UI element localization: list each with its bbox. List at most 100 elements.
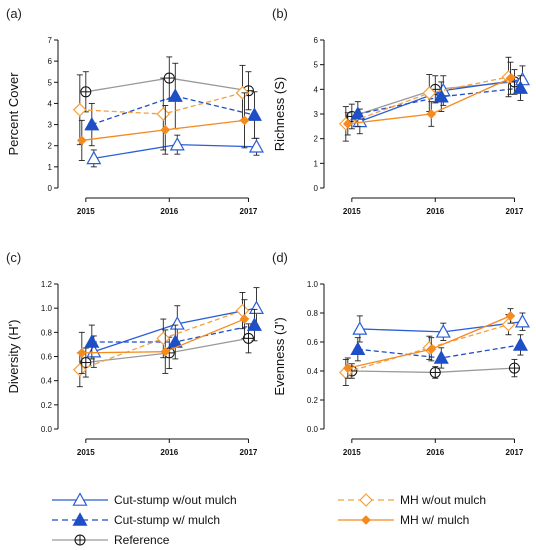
y-tick-label: 1 <box>48 163 53 172</box>
panel-label: (d) <box>272 250 288 265</box>
data-point <box>156 331 171 346</box>
legend-label: Reference <box>114 533 170 547</box>
legend-item-cs_with: Cut-stump w/ mulch <box>52 512 220 527</box>
data-point <box>512 80 528 94</box>
data-point <box>514 313 530 328</box>
legend-label: MH w/out mulch <box>400 493 486 507</box>
series-mh_with <box>342 308 516 379</box>
y-axis-label: Diversity (H') <box>6 320 21 394</box>
y-tick-label: 0.4 <box>41 377 53 386</box>
y-tick-label: 0.6 <box>307 338 319 347</box>
x-tick-label: 2016 <box>160 448 178 457</box>
panel-label: (c) <box>6 250 21 265</box>
y-tick-label: 3 <box>48 121 53 130</box>
x-tick-label: 2016 <box>426 207 444 216</box>
legend-marker <box>72 512 88 526</box>
y-tick-label: 4 <box>314 85 319 94</box>
y-tick-label: 2 <box>48 142 53 151</box>
data-point <box>350 341 366 356</box>
y-tick-label: 4 <box>48 99 53 108</box>
data-point <box>84 116 100 131</box>
y-tick-label: 0.4 <box>307 367 319 376</box>
y-tick-label: 7 <box>48 36 53 45</box>
y-axis-label: Evenness (J') <box>272 317 287 395</box>
data-point <box>435 324 451 338</box>
legend: Cut-stump w/out mulch Cut-stump w/ mulch R… <box>52 492 486 547</box>
series-mh_out <box>72 292 250 388</box>
data-point <box>72 102 87 117</box>
legend-item-cs_out: Cut-stump w/out mulch <box>52 492 237 507</box>
y-tick-label: 6 <box>48 57 53 66</box>
legend-label: MH w/ mulch <box>400 513 469 527</box>
legend-item-ref: Reference <box>52 533 170 547</box>
series-cs_with <box>350 75 528 127</box>
y-tick-label: 1.0 <box>41 304 53 313</box>
data-point <box>246 317 262 331</box>
y-axis-label: Richness (S) <box>272 77 287 151</box>
series-cs_out <box>352 312 530 343</box>
x-tick-label: 2017 <box>240 448 258 457</box>
data-point <box>72 362 87 377</box>
data-point <box>248 139 264 153</box>
series-line <box>345 76 509 125</box>
data-point <box>429 366 441 378</box>
series-ref <box>346 69 520 130</box>
series-ref <box>80 56 254 113</box>
y-tick-label: 0 <box>314 184 319 193</box>
y-axis-label: Percent Cover <box>6 72 21 156</box>
data-point <box>86 343 102 358</box>
y-tick-label: 0.0 <box>41 425 53 434</box>
panel-4: (d) 0.0 0.2 0.4 0.6 0.8 1.0 Evenness (J') 2015 20… <box>272 250 530 457</box>
data-point <box>422 86 437 100</box>
y-tick-label: 1.0 <box>307 280 319 289</box>
data-point <box>505 311 516 321</box>
y-tick-label: 6 <box>314 36 319 45</box>
x-tick-label: 2015 <box>343 448 361 457</box>
series-cs_out <box>86 134 264 168</box>
data-point <box>169 316 185 330</box>
y-tick-label: 0.8 <box>41 328 53 337</box>
legend-marker <box>72 492 88 506</box>
panel-label: (a) <box>6 6 22 21</box>
data-point <box>163 72 175 84</box>
panel-2: (b) 0 1 2 3 4 5 6 Richness (S) 2015 2016 2017 <box>272 6 530 216</box>
y-tick-label: 3 <box>314 110 319 119</box>
panel-label: (b) <box>272 6 288 21</box>
data-point <box>80 357 92 369</box>
legend-marker <box>361 515 371 525</box>
y-tick-label: 0 <box>48 184 53 193</box>
x-tick-label: 2017 <box>506 448 524 457</box>
series-ref <box>346 358 520 379</box>
legend-label: Cut-stump w/out mulch <box>114 493 237 507</box>
x-tick-label: 2016 <box>426 448 444 457</box>
y-tick-label: 5 <box>314 61 319 70</box>
y-tick-label: 5 <box>48 78 53 87</box>
x-tick-label: 2015 <box>343 207 361 216</box>
data-point <box>239 314 250 324</box>
y-tick-label: 0.6 <box>41 353 53 362</box>
data-point <box>235 303 250 318</box>
data-point <box>76 348 87 358</box>
legend-label: Cut-stump w/ mulch <box>114 513 220 527</box>
x-tick-label: 2015 <box>77 448 95 457</box>
series-mh_with <box>76 299 250 374</box>
data-point <box>76 135 87 146</box>
series-mh_with <box>342 61 516 136</box>
data-point <box>242 332 254 344</box>
data-point <box>169 136 185 151</box>
data-point <box>505 73 516 84</box>
data-point <box>433 88 449 103</box>
legend-item-mh_out: MH w/out mulch <box>338 493 486 507</box>
data-point <box>167 88 183 102</box>
data-point <box>352 321 368 335</box>
y-tick-label: 2 <box>314 135 319 144</box>
x-tick-label: 2017 <box>506 207 524 216</box>
data-point <box>239 115 250 126</box>
data-point <box>426 109 437 119</box>
y-tick-label: 1.2 <box>41 280 53 289</box>
series-mh_out <box>338 56 516 142</box>
legend-item-mh_with: MH w/ mulch <box>338 513 469 527</box>
y-tick-label: 0.2 <box>41 401 53 410</box>
y-tick-label: 0.8 <box>307 309 319 318</box>
